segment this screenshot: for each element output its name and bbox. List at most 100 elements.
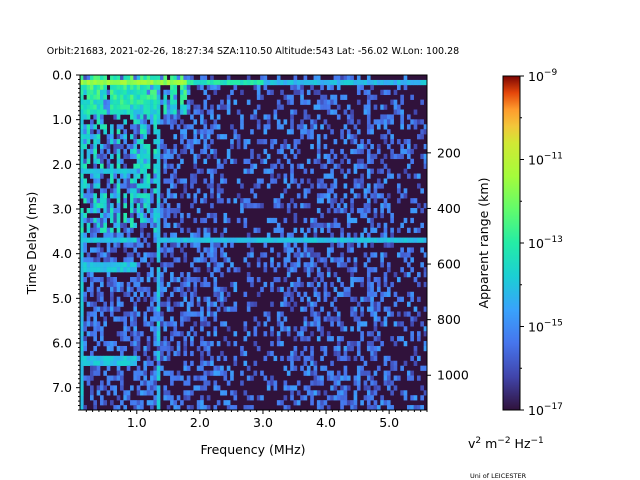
- heatmap-cell: [113, 267, 118, 273]
- heatmap-cell: [333, 385, 338, 391]
- heatmap-cell: [313, 321, 318, 327]
- heatmap-cell: [116, 331, 121, 337]
- heatmap-cell: [396, 79, 401, 86]
- heatmap-cell: [153, 370, 158, 376]
- heatmap-cell: [326, 252, 331, 258]
- heatmap-cell: [100, 203, 104, 209]
- heatmap-cell: [323, 365, 328, 371]
- heatmap-cell: [103, 168, 107, 174]
- heatmap-cell: [376, 316, 381, 322]
- heatmap-cell: [146, 99, 151, 105]
- heatmap-cell: [353, 405, 358, 410]
- heatmap-cell: [93, 311, 97, 317]
- heatmap-cell: [353, 139, 358, 145]
- heatmap-cell: [356, 193, 361, 199]
- heatmap-cell: [83, 143, 87, 150]
- heatmap-cell: [370, 301, 374, 307]
- heatmap-cell: [276, 252, 281, 258]
- heatmap-cell: [320, 227, 324, 233]
- heatmap-cell: [413, 345, 418, 352]
- heatmap-cell: [386, 370, 391, 376]
- heatmap-cell: [113, 188, 118, 194]
- heatmap-cell: [333, 222, 338, 229]
- heatmap-cell: [143, 168, 148, 174]
- heatmap-cell: [283, 257, 288, 263]
- heatmap-cell: [206, 301, 211, 307]
- heatmap-cell: [220, 321, 224, 327]
- heatmap-cell: [163, 267, 168, 273]
- heatmap-cell: [230, 79, 234, 86]
- heatmap-cell: [420, 134, 424, 140]
- heatmap-cell: [123, 355, 128, 362]
- heatmap-cell: [303, 345, 308, 352]
- heatmap-cell: [350, 272, 354, 278]
- heatmap-cell: [156, 143, 161, 150]
- heatmap-cell: [126, 217, 131, 224]
- heatmap-cell: [96, 134, 101, 140]
- heatmap-cell: [326, 84, 331, 91]
- heatmap-cell: [390, 365, 394, 371]
- heatmap-cell: [256, 262, 261, 268]
- heatmap-cell: [310, 395, 314, 401]
- heatmap-cell: [390, 242, 394, 248]
- heatmap-cell: [366, 203, 371, 209]
- heatmap-cell: [126, 188, 131, 194]
- heatmap-cell: [100, 163, 104, 169]
- heatmap-cell: [183, 237, 188, 243]
- heatmap-cell: [206, 153, 211, 160]
- heatmap-cell: [393, 104, 398, 110]
- heatmap-cell: [96, 262, 101, 268]
- heatmap-cell: [356, 380, 361, 386]
- heatmap-cell: [156, 168, 161, 174]
- heatmap-cell: [156, 405, 161, 410]
- heatmap-cell: [366, 395, 371, 401]
- heatmap-cell: [143, 124, 148, 130]
- heatmap-cell: [133, 163, 138, 169]
- heatmap-cell: [270, 79, 274, 86]
- heatmap-cell: [160, 311, 164, 317]
- heatmap-cell: [340, 321, 344, 327]
- heatmap-cell: [133, 178, 138, 184]
- heatmap-cell: [423, 252, 427, 258]
- heatmap-cell: [233, 198, 238, 204]
- heatmap-cell: [173, 89, 178, 96]
- heatmap-cell: [193, 79, 198, 86]
- heatmap-cell: [143, 153, 148, 160]
- heatmap-cell: [193, 163, 198, 169]
- heatmap-cell: [336, 222, 341, 229]
- heatmap-cell: [150, 75, 154, 81]
- heatmap-cell: [143, 360, 148, 366]
- heatmap-cell: [363, 109, 368, 115]
- heatmap-cell: [173, 94, 178, 100]
- heatmap-cell: [163, 163, 168, 169]
- heatmap-cell: [293, 237, 298, 243]
- heatmap-cell: [186, 227, 191, 233]
- heatmap-cell: [333, 75, 338, 81]
- heatmap-cell: [110, 237, 114, 243]
- heatmap-cell: [383, 316, 388, 322]
- heatmap-cell: [116, 143, 121, 150]
- heatmap-cell: [123, 79, 128, 86]
- heatmap-cell: [163, 390, 168, 396]
- heatmap-cell: [100, 158, 104, 164]
- heatmap-cell: [213, 311, 218, 317]
- heatmap-cell: [410, 355, 414, 362]
- heatmap-cell: [143, 134, 148, 140]
- heatmap-cell: [140, 208, 144, 214]
- heatmap-cell: [173, 286, 178, 293]
- heatmap-cell: [206, 183, 211, 189]
- heatmap-cell: [160, 262, 164, 268]
- heatmap-cell: [110, 247, 114, 253]
- heatmap-cell: [200, 400, 204, 406]
- heatmap-cell: [136, 336, 141, 342]
- y2-tick-label: 200: [437, 145, 461, 160]
- heatmap-cell: [413, 79, 418, 86]
- heatmap-cell: [130, 296, 134, 302]
- heatmap-cell: [206, 79, 211, 86]
- heatmap-cell: [170, 178, 174, 184]
- heatmap-cell: [293, 227, 298, 233]
- heatmap-cell: [140, 129, 144, 135]
- heatmap-cell: [300, 178, 304, 184]
- heatmap-cell: [106, 242, 111, 248]
- heatmap-cell: [293, 326, 298, 332]
